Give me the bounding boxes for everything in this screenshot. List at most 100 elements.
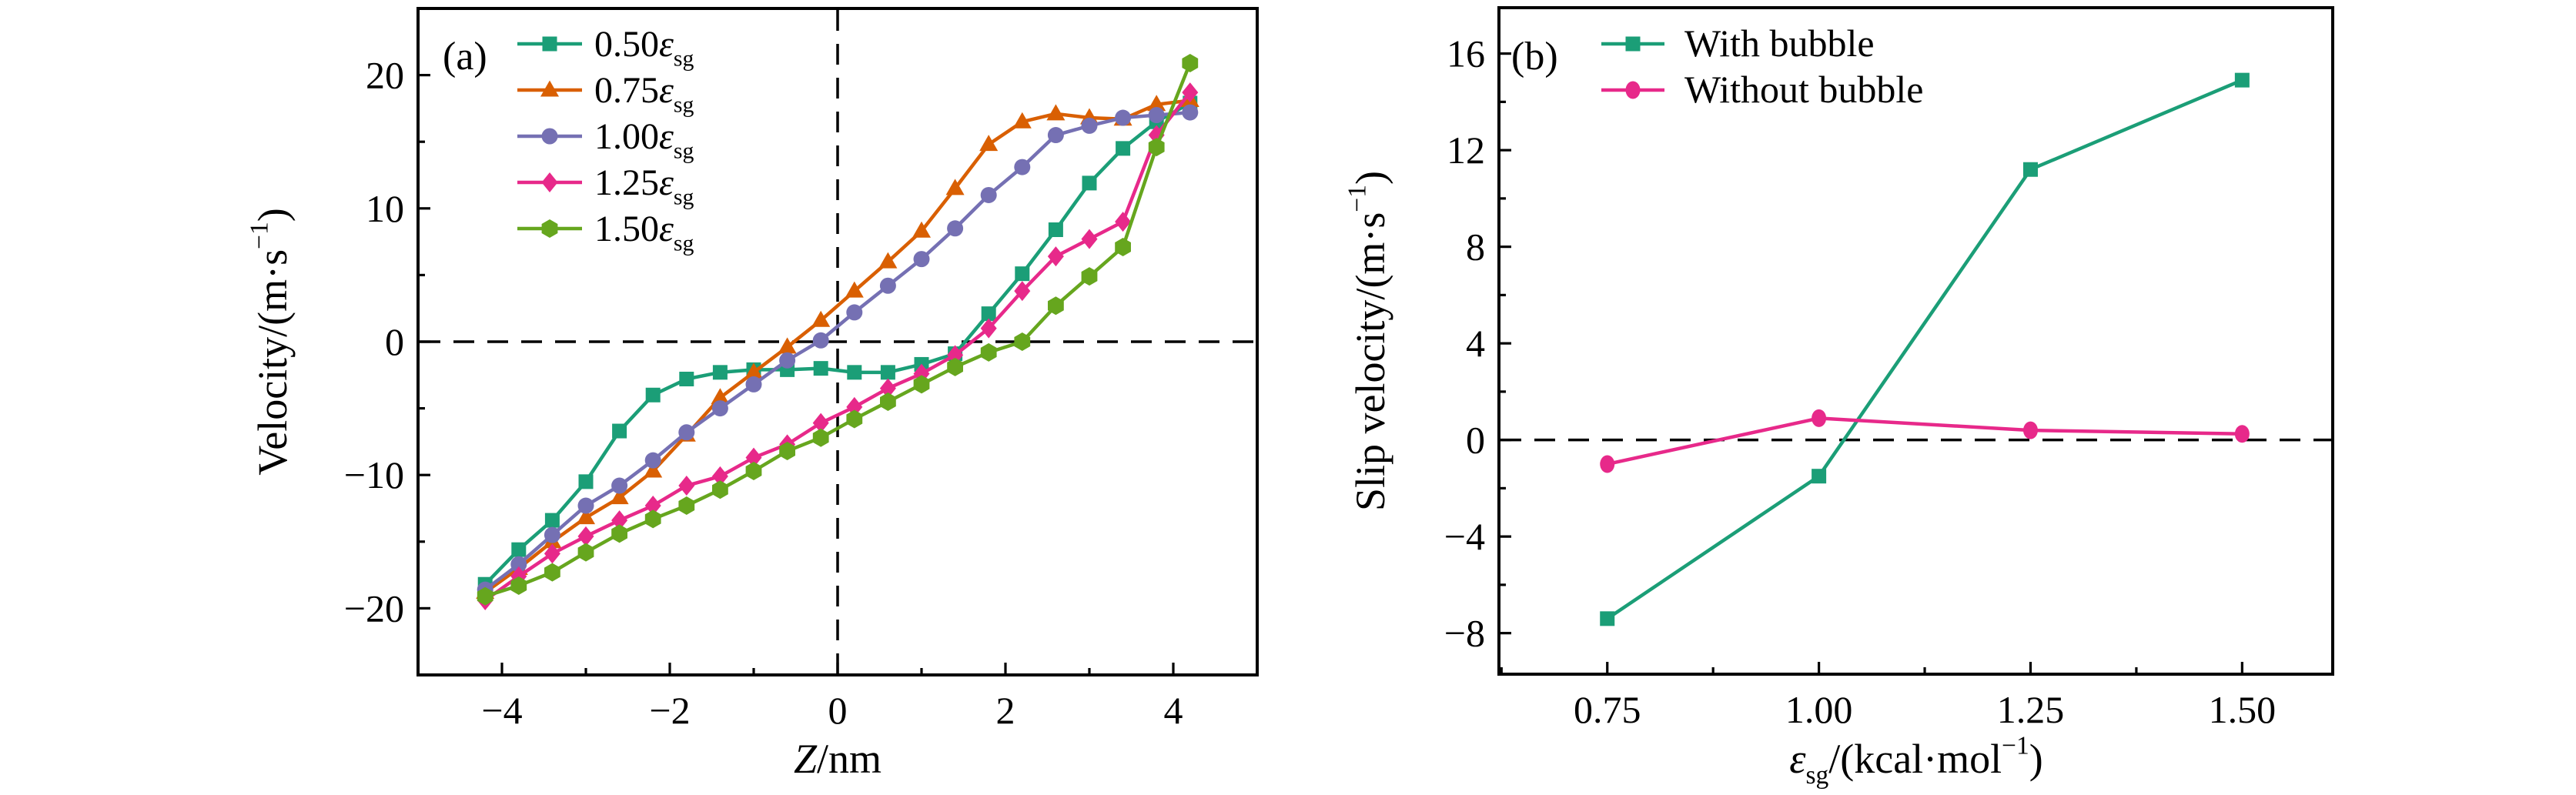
series-1.00esg-marker: [1148, 107, 1165, 124]
series-1.50esg-marker: [980, 342, 997, 362]
series-1.00esg-marker: [711, 400, 728, 417]
series-1.00esg-marker: [846, 304, 863, 321]
axes-frame: [1497, 6, 2334, 676]
series-1.50esg-marker: [644, 509, 661, 529]
series-1.25esg-marker: [1182, 82, 1199, 103]
x-tick-label: 2: [996, 689, 1015, 732]
series-0.75esg-marker: [945, 179, 965, 195]
legend-marker: [1625, 81, 1641, 99]
series-1.25esg-marker: [1081, 229, 1098, 249]
series-without-bubble-marker: [2022, 421, 2038, 439]
series-0.50esg-marker: [1048, 222, 1063, 238]
y-tick-label: 8: [1466, 225, 1485, 269]
legend-marker: [541, 128, 558, 145]
series-1.50esg-marker: [1014, 332, 1031, 351]
series-1.50esg-marker: [745, 462, 762, 481]
x-tick-label: 0.75: [1574, 688, 1641, 731]
series-1.00esg-marker: [644, 452, 661, 469]
x-axis-label: Z/nm: [794, 736, 882, 782]
series-1.00esg-marker: [947, 220, 964, 237]
series-1.25esg-marker: [846, 396, 863, 417]
series-1.00esg-marker: [1047, 127, 1064, 144]
series-1.50esg-marker: [1148, 138, 1165, 157]
y-tick-label: −20: [344, 586, 404, 630]
legend-marker: [1625, 36, 1641, 52]
series-1.25esg-marker: [1047, 246, 1064, 267]
series-1.50esg-marker: [1081, 267, 1098, 286]
series-1.50esg-marker: [846, 409, 863, 429]
series-1.50esg-line: [483, 61, 1193, 599]
series-1.50esg-marker: [1182, 54, 1199, 73]
series-0.75esg-marker: [577, 508, 595, 525]
series-1.50esg: [477, 54, 1199, 606]
series-with-bubble-marker: [2022, 162, 2038, 177]
series-1.25esg-marker: [644, 496, 661, 516]
series-without-bubble-marker: [1812, 409, 1827, 427]
series-0.75esg-marker: [1147, 95, 1166, 112]
series-1.00esg-marker: [544, 526, 560, 543]
legend-label: 1.25εsg: [594, 162, 694, 209]
series-0.50esg-marker: [981, 306, 996, 322]
series-1.50esg-marker: [477, 586, 493, 606]
series-0.75esg-marker: [1046, 104, 1066, 121]
series-0.50esg-marker: [712, 365, 728, 380]
series-1.00esg-marker: [812, 332, 829, 349]
series-1.25esg-marker: [980, 318, 997, 339]
legend-item-1.50esg: 1.50εsg: [517, 209, 694, 256]
series-1.00esg-marker: [779, 352, 796, 369]
x-tick-label: 4: [1164, 689, 1183, 732]
series-1.50esg-marker: [1115, 238, 1131, 257]
series-1.00esg-marker: [577, 497, 594, 514]
series-1.50esg-marker: [544, 563, 560, 582]
legend-marker: [540, 80, 559, 97]
series-0.50esg-marker: [544, 513, 560, 528]
series-0.75esg-marker: [912, 221, 931, 238]
y-tick-label: 12: [1447, 129, 1485, 172]
series-0.50esg-line: [483, 101, 1193, 586]
x-tick-label: 0: [828, 689, 848, 732]
series-1.00esg-line: [483, 110, 1193, 592]
y-tick-label: 16: [1447, 32, 1485, 75]
legend-marker: [541, 219, 558, 238]
x-axis-label: εsg/(kcal·mol−1): [1789, 732, 2043, 790]
series-0.50esg-marker: [511, 542, 527, 557]
series-1.25esg-marker: [1115, 212, 1132, 232]
legend-marker: [541, 172, 558, 192]
legend-label: 1.50εsg: [594, 209, 694, 256]
series-1.25esg-marker: [678, 476, 695, 496]
series-0.75esg-marker: [1012, 112, 1032, 129]
series-1.00esg-marker: [879, 277, 896, 294]
series-0.75esg-marker: [744, 362, 763, 379]
series-with-bubble-marker: [1812, 469, 1827, 484]
series-1.50esg-marker: [880, 392, 896, 411]
series-0.50esg-marker: [1116, 141, 1131, 156]
series-0.75esg-marker: [811, 310, 831, 327]
series-1.50esg-marker: [913, 375, 930, 394]
series-1.50esg-marker: [779, 442, 795, 461]
series-1.25esg-marker: [745, 447, 762, 468]
series-1.00esg-marker: [1182, 104, 1199, 121]
x-tick-label: 1.00: [1785, 688, 1853, 731]
series-1.50esg-marker: [678, 496, 695, 516]
series-1.50esg-marker: [712, 480, 728, 499]
series-0.75esg-marker: [845, 281, 864, 298]
series-1.00esg: [477, 104, 1199, 598]
series-0.75esg-marker: [644, 461, 663, 478]
series-1.25esg-marker: [711, 466, 728, 486]
series-without-bubble-line: [1605, 416, 2244, 466]
series-0.75esg-line: [483, 99, 1193, 594]
legend-item-1.00esg: 1.00εsg: [517, 116, 694, 163]
series-1.25esg-marker: [611, 510, 628, 531]
y-tick-label: 10: [366, 187, 404, 230]
series-with-bubble-marker: [2234, 72, 2250, 88]
series-1.25esg: [477, 82, 1199, 611]
series-0.50esg-marker: [645, 387, 661, 403]
y-tick-label: 0: [1466, 419, 1485, 462]
series-0.75esg-marker: [979, 135, 999, 152]
y-tick-label: 0: [385, 320, 404, 363]
panel-tag: (a): [443, 35, 487, 78]
x-tick-label: −4: [481, 689, 522, 732]
series-1.25esg-marker: [812, 413, 829, 433]
